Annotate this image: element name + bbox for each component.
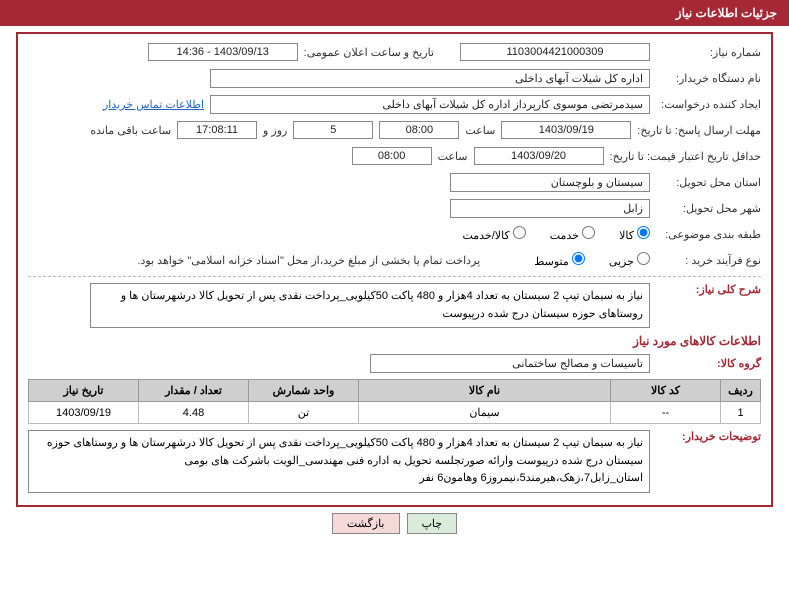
label-goods-group: گروه کالا: bbox=[656, 357, 761, 370]
field-city: زابل bbox=[450, 199, 650, 218]
cell-idx: 1 bbox=[721, 402, 761, 424]
field-days-remain: 5 bbox=[293, 121, 373, 139]
print-button[interactable]: چاپ bbox=[407, 513, 458, 534]
label-requester: ایجاد کننده درخواست: bbox=[656, 98, 761, 111]
field-deadline-date: 1403/09/19 bbox=[501, 121, 631, 139]
radio-proc-minor[interactable]: جزیی bbox=[609, 252, 650, 268]
cell-date: 1403/09/19 bbox=[29, 402, 139, 424]
goods-table: ردیف کد کالا نام کالا واحد شمارش تعداد /… bbox=[28, 379, 761, 424]
label-need-no: شماره نیاز: bbox=[656, 46, 761, 59]
goods-section-title: اطلاعات کالاهای مورد نیاز bbox=[28, 334, 761, 349]
field-announce: 1403/09/13 - 14:36 bbox=[148, 43, 298, 61]
page-title: جزئیات اطلاعات نیاز bbox=[676, 6, 777, 20]
field-hours-remain: 17:08:11 bbox=[177, 121, 257, 139]
field-buyer-notes: نیاز به سیمان تیپ 2 سیستان به تعداد 4هزا… bbox=[28, 430, 650, 493]
th-qty: تعداد / مقدار bbox=[139, 380, 249, 402]
label-city: شهر محل تحویل: bbox=[656, 202, 761, 215]
radio-class-goods[interactable]: کالا bbox=[619, 226, 650, 242]
field-deadline-time: 08:00 bbox=[379, 121, 459, 139]
cell-name: سیمان bbox=[359, 402, 611, 424]
label-province: استان محل تحویل: bbox=[656, 176, 761, 189]
field-requester: سیدمرتضی موسوی کارپرداز اداره کل شیلات آ… bbox=[210, 95, 650, 114]
th-row: ردیف bbox=[721, 380, 761, 402]
field-valid-date: 1403/09/20 bbox=[474, 147, 604, 165]
field-valid-time: 08:00 bbox=[352, 147, 432, 165]
field-need-no: 1103004421000309 bbox=[460, 43, 650, 61]
label-time1: ساعت bbox=[465, 124, 495, 137]
buyer-contact-link[interactable]: اطلاعات تماس خریدار bbox=[103, 98, 204, 111]
radio-proc-medium[interactable]: متوسط bbox=[534, 252, 585, 268]
field-general-desc: نیاز به سیمان تیپ 2 سیستان به تعداد 4هزا… bbox=[90, 283, 650, 328]
radio-class-service[interactable]: خدمت bbox=[550, 226, 595, 242]
page-header: جزئیات اطلاعات نیاز bbox=[0, 0, 789, 26]
cell-qty: 4.48 bbox=[139, 402, 249, 424]
details-panel: شماره نیاز: 1103004421000309 تاریخ و ساع… bbox=[16, 32, 773, 507]
label-remaining: ساعت باقی مانده bbox=[90, 124, 171, 137]
field-province: سیستان و بلوچستان bbox=[450, 173, 650, 192]
pay-note: پرداخت تمام یا بخشی از مبلغ خرید،از محل … bbox=[137, 254, 480, 267]
label-announce: تاریخ و ساعت اعلان عمومی: bbox=[304, 46, 434, 59]
back-button[interactable]: بازگشت bbox=[332, 513, 400, 534]
th-date: تاریخ نیاز bbox=[29, 380, 139, 402]
label-min-valid: حداقل تاریخ اعتبار قیمت: تا تاریخ: bbox=[610, 150, 761, 163]
th-unit: واحد شمارش bbox=[249, 380, 359, 402]
label-time2: ساعت bbox=[438, 150, 468, 163]
label-days-and: روز و bbox=[263, 124, 287, 137]
label-general-desc: شرح کلی نیاز: bbox=[656, 283, 761, 296]
label-classification: طبقه بندی موضوعی: bbox=[656, 228, 761, 241]
radio-class-both[interactable]: کالا/خدمت bbox=[462, 226, 525, 242]
cell-unit: تن bbox=[249, 402, 359, 424]
label-buyer-notes: توضیحات خریدار: bbox=[656, 430, 761, 443]
th-name: نام کالا bbox=[359, 380, 611, 402]
table-row: 1 -- سیمان تن 4.48 1403/09/19 bbox=[29, 402, 761, 424]
cell-code: -- bbox=[611, 402, 721, 424]
label-process-type: نوع فرآیند خرید : bbox=[656, 254, 761, 267]
field-goods-group: تاسیسات و مصالح ساختمانی bbox=[370, 354, 650, 373]
label-deadline: مهلت ارسال پاسخ: تا تاریخ: bbox=[637, 124, 761, 137]
label-buyer-dev: نام دستگاه خریدار: bbox=[656, 72, 761, 85]
th-code: کد کالا bbox=[611, 380, 721, 402]
field-buyer-dev: اداره کل شیلات آبهای داخلی bbox=[210, 69, 650, 88]
